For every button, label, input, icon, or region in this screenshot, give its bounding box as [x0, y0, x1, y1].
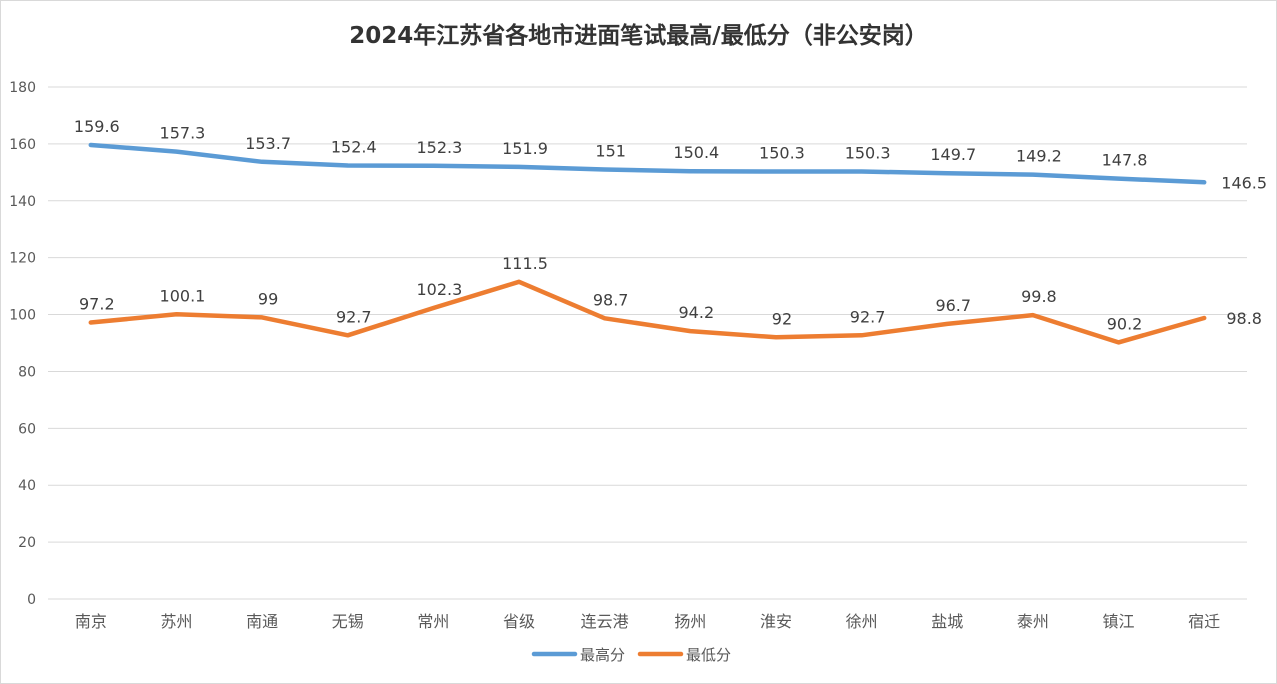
data-label: 150.3 [759, 143, 805, 162]
y-tick-label: 80 [18, 364, 36, 380]
y-tick-label: 160 [9, 137, 36, 153]
x-tick-label: 连云港 [581, 612, 629, 631]
data-label: 96.7 [935, 296, 971, 315]
x-tick-label: 苏州 [160, 612, 192, 631]
data-label: 149.7 [930, 145, 976, 164]
data-label: 99 [258, 289, 278, 308]
legend-label: 最高分 [580, 646, 625, 664]
data-label: 92.7 [336, 307, 372, 326]
y-tick-label: 40 [18, 478, 36, 494]
data-label: 111.5 [502, 254, 548, 273]
x-tick-label: 常州 [417, 612, 449, 631]
y-tick-label: 0 [27, 592, 36, 608]
y-tick-label: 20 [18, 535, 36, 551]
y-axis-ticks: 0 20 40 60 80 100 120 140 160 180 [9, 80, 36, 608]
x-tick-label: 盐城 [931, 612, 963, 631]
y-tick-label: 120 [9, 251, 36, 267]
x-tick-label: 镇江 [1103, 612, 1135, 631]
series-line-1 [88, 279, 1207, 345]
data-label: 147.8 [1102, 151, 1148, 170]
data-label: 99.8 [1021, 287, 1057, 306]
x-tick-label: 省级 [503, 612, 535, 631]
x-tick-label: 扬州 [674, 612, 706, 631]
x-tick-label: 淮安 [760, 612, 792, 631]
x-tick-label: 南京 [75, 612, 107, 631]
x-tick-label: 南通 [246, 612, 278, 631]
data-label: 152.4 [331, 138, 377, 157]
data-label: 92 [772, 309, 792, 328]
y-tick-label: 100 [9, 308, 36, 324]
gridlines [48, 86, 1247, 600]
data-label: 149.2 [1016, 147, 1062, 166]
data-label: 90.2 [1107, 314, 1143, 333]
data-label: 151 [595, 141, 626, 160]
data-label: 98.7 [593, 290, 629, 309]
series-lines [88, 142, 1207, 345]
data-label: 98.8 [1226, 309, 1262, 328]
data-label: 146.5 [1221, 173, 1267, 192]
data-label: 152.3 [416, 138, 462, 157]
data-label: 92.7 [850, 307, 886, 326]
y-tick-label: 180 [9, 80, 36, 96]
x-axis-ticks: 南京 苏州 南通 无锡 常州 省级 连云港 扬州 淮安 徐州 盐城 泰州 镇江 宿迁 [75, 612, 1220, 631]
series-line-0 [88, 142, 1207, 185]
x-tick-label: 泰州 [1017, 612, 1049, 631]
y-tick-label: 60 [18, 421, 36, 437]
data-label: 153.7 [245, 134, 291, 153]
data-label: 159.6 [74, 117, 120, 136]
legend-label: 最低分 [686, 646, 731, 664]
chart-title: 2024年江苏省各地市进面笔试最高/最低分（非公安岗） [349, 23, 928, 49]
data-label: 94.2 [679, 303, 715, 322]
data-label: 150.3 [845, 143, 891, 162]
data-label: 150.4 [673, 143, 719, 162]
data-label: 151.9 [502, 139, 548, 158]
data-label: 97.2 [79, 295, 115, 314]
legend: 最高分 最低分 [531, 646, 731, 664]
x-tick-label: 无锡 [332, 612, 364, 631]
data-labels: 159.6 157.3 153.7 152.4 152.3 151.9 151 150.4 15… [74, 117, 1267, 333]
y-tick-label: 140 [9, 194, 36, 210]
data-label: 157.3 [160, 124, 206, 143]
data-label: 102.3 [416, 280, 462, 299]
x-tick-label: 徐州 [846, 612, 878, 631]
x-tick-label: 宿迁 [1188, 612, 1220, 631]
data-label: 100.1 [160, 286, 206, 305]
